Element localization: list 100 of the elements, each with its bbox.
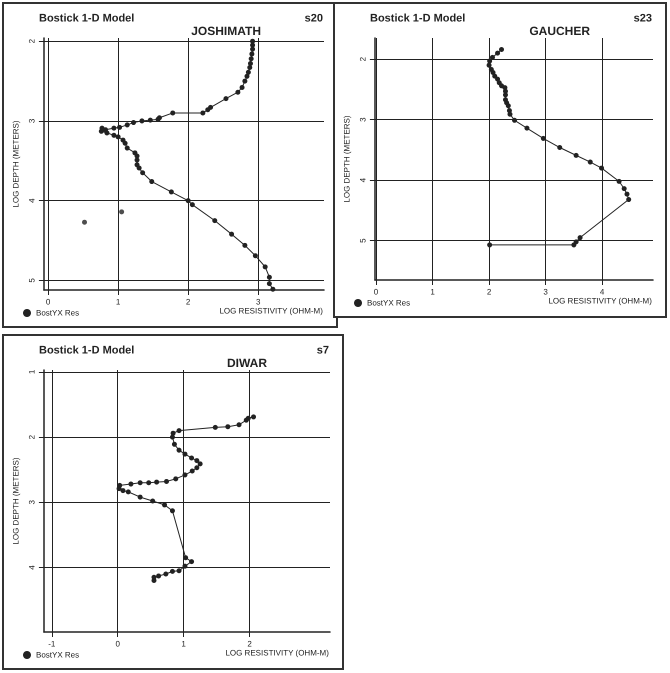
point: [150, 498, 156, 504]
point: [104, 130, 110, 136]
point: [235, 90, 240, 95]
point: [250, 42, 256, 48]
y-axis-title: LOG DEPTH (METERS): [12, 120, 20, 208]
legend-label: BostYX Res: [36, 308, 80, 318]
point: [250, 46, 256, 52]
point: [524, 126, 530, 131]
x-axis-title: LOG RESISTIVITY (OHM-M): [548, 296, 652, 306]
point: [626, 197, 632, 202]
y-tick-label: 3: [358, 116, 368, 122]
chart-title: Bostick 1-D Model: [39, 12, 134, 24]
point: [149, 179, 154, 184]
point: [578, 235, 583, 240]
point: [124, 122, 130, 128]
point: [140, 170, 146, 176]
legend-label: BostYX Res: [36, 650, 80, 660]
point: [240, 84, 245, 90]
point: [138, 480, 143, 486]
point: [495, 76, 500, 82]
point: [229, 232, 234, 237]
y-tick-label: 4: [27, 198, 36, 203]
point: [212, 424, 218, 430]
y-tick-label: 3: [27, 118, 36, 124]
point: [246, 70, 251, 75]
point: [200, 110, 206, 116]
point: [205, 107, 210, 112]
point: [492, 74, 498, 79]
point: [512, 118, 518, 123]
point: [186, 198, 191, 204]
point: [176, 568, 182, 574]
chart-subtitle: DIWAR: [227, 356, 268, 370]
point: [172, 442, 177, 447]
x-tick-label: 0: [46, 298, 51, 306]
point: [131, 120, 136, 126]
y-axis-title: LOG DEPTH (METERS): [12, 457, 20, 545]
point: [111, 126, 116, 131]
point: [266, 274, 272, 280]
legend-label: BostYX Res: [367, 298, 410, 308]
point: [487, 242, 492, 248]
point: [588, 160, 593, 165]
x-tick-label: 1: [116, 298, 121, 306]
point: [557, 145, 562, 150]
x-tick-label: 1: [430, 288, 436, 296]
x-tick-label: 1: [181, 640, 186, 648]
chart-title: Bostick 1-D Model: [370, 12, 466, 24]
point: [170, 568, 175, 574]
x-tick-label: 2: [186, 298, 191, 306]
point: [128, 482, 134, 487]
x-axis-title: LOG RESISTIVITY (OHM-M): [219, 306, 324, 316]
point: [270, 286, 276, 292]
point: [189, 559, 194, 564]
point: [168, 189, 174, 194]
point: [176, 448, 182, 453]
point: [622, 186, 627, 192]
point: [487, 58, 492, 64]
point: [486, 62, 492, 68]
y-tick-label: 2: [27, 434, 36, 440]
point: [251, 414, 256, 420]
point: [571, 242, 576, 248]
y-tick-label: 2: [358, 56, 368, 62]
text: s7: [316, 344, 330, 356]
point: [148, 118, 153, 123]
point: [189, 455, 194, 460]
y-tick-label: 4: [27, 564, 36, 570]
point: [244, 74, 250, 79]
y-tick-label: 1: [27, 369, 36, 374]
point: [252, 253, 258, 258]
point: [119, 209, 124, 214]
point: [163, 571, 168, 576]
chart-subtitle: JOSHIMATH: [191, 24, 261, 38]
point: [124, 146, 130, 151]
x-tick-label: 2: [486, 288, 492, 296]
point: [499, 46, 504, 52]
point: [223, 96, 228, 102]
x-tick-label: 2: [247, 640, 252, 648]
x-tick-label: 4: [600, 288, 605, 296]
text: s23: [634, 12, 652, 24]
point: [117, 124, 122, 130]
point: [262, 264, 268, 270]
point: [138, 494, 143, 500]
point: [194, 465, 200, 470]
x-tick-label: 0: [374, 288, 379, 296]
x-tick-label: 0: [116, 640, 121, 648]
point: [248, 56, 254, 62]
point: [146, 480, 152, 486]
x-tick-label: -1: [48, 640, 56, 648]
point: [198, 461, 203, 466]
point: [190, 468, 195, 474]
point: [116, 134, 121, 140]
point: [495, 50, 500, 56]
point: [154, 480, 160, 485]
point: [194, 458, 200, 464]
point: [190, 202, 195, 208]
text: s20: [304, 12, 324, 24]
point: [225, 424, 230, 430]
point: [170, 110, 176, 116]
point: [111, 132, 116, 138]
point: [139, 118, 144, 124]
point: [120, 488, 126, 494]
